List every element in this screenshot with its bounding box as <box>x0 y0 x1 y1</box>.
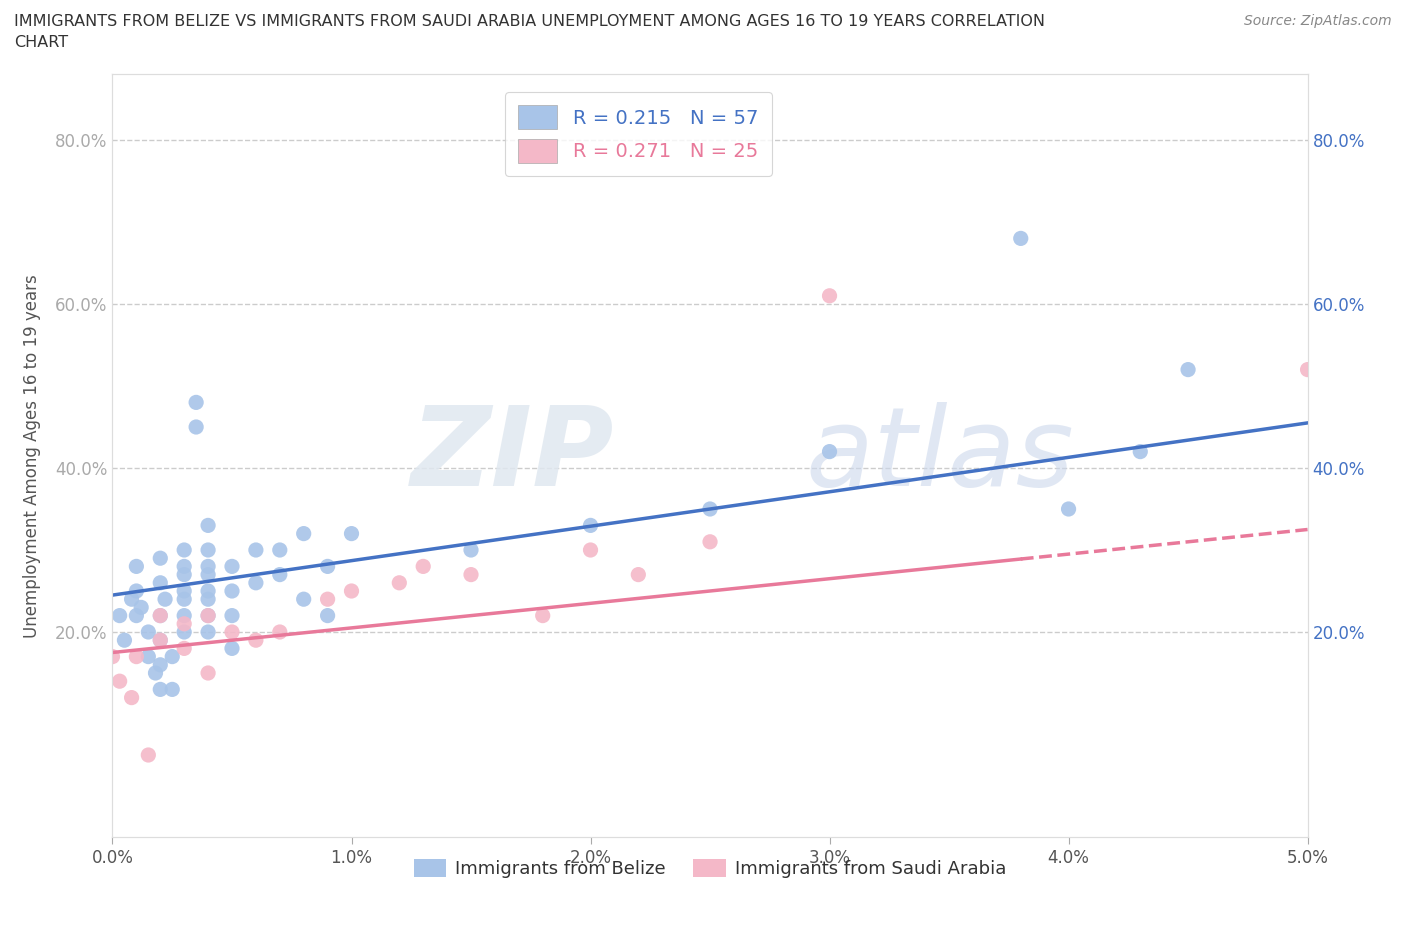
Point <box>316 559 339 574</box>
Point <box>221 559 243 574</box>
Point <box>173 583 195 598</box>
Point <box>221 641 243 656</box>
Point <box>125 583 148 598</box>
Text: Source: ZipAtlas.com: Source: ZipAtlas.com <box>1244 14 1392 28</box>
Text: CHART: CHART <box>14 35 67 50</box>
Point <box>197 567 219 582</box>
Point <box>162 682 183 697</box>
Point <box>125 649 148 664</box>
Point <box>125 608 148 623</box>
Point <box>1296 362 1319 377</box>
Point <box>340 583 363 598</box>
Legend: Immigrants from Belize, Immigrants from Saudi Arabia: Immigrants from Belize, Immigrants from … <box>406 851 1014 885</box>
Point <box>460 567 482 582</box>
Point <box>173 567 195 582</box>
Text: ZIP: ZIP <box>411 402 614 510</box>
Point <box>121 591 143 606</box>
Point <box>388 576 411 591</box>
Point <box>245 542 267 557</box>
Point <box>627 567 650 582</box>
Point <box>197 559 219 574</box>
Point <box>1129 445 1152 459</box>
Point <box>197 666 219 681</box>
Point <box>173 625 195 640</box>
Point <box>316 608 339 623</box>
Point <box>818 445 841 459</box>
Point <box>149 632 172 647</box>
Y-axis label: Unemployment Among Ages 16 to 19 years: Unemployment Among Ages 16 to 19 years <box>24 273 41 638</box>
Point <box>149 608 172 623</box>
Point <box>173 608 195 623</box>
Point <box>197 518 219 533</box>
Point <box>531 608 554 623</box>
Point <box>125 559 148 574</box>
Point <box>292 591 315 606</box>
Point <box>138 625 160 640</box>
Point <box>316 591 339 606</box>
Point <box>197 625 219 640</box>
Point <box>460 542 482 557</box>
Point <box>149 608 172 623</box>
Point <box>162 649 183 664</box>
Point <box>269 625 291 640</box>
Point <box>1057 501 1080 516</box>
Point <box>149 576 172 591</box>
Point <box>173 641 195 656</box>
Point <box>173 559 195 574</box>
Point <box>292 526 315 541</box>
Point <box>245 632 267 647</box>
Point <box>173 591 195 606</box>
Point <box>197 591 219 606</box>
Text: IMMIGRANTS FROM BELIZE VS IMMIGRANTS FROM SAUDI ARABIA UNEMPLOYMENT AMONG AGES 1: IMMIGRANTS FROM BELIZE VS IMMIGRANTS FRO… <box>14 14 1045 29</box>
Point <box>699 535 721 550</box>
Point <box>579 542 602 557</box>
Point <box>186 419 208 434</box>
Point <box>173 617 195 631</box>
Point <box>197 608 219 623</box>
Point <box>197 608 219 623</box>
Point <box>121 690 143 705</box>
Point <box>197 583 219 598</box>
Point <box>149 551 172 565</box>
Point <box>108 608 131 623</box>
Point <box>221 608 243 623</box>
Point <box>145 666 167 681</box>
Point <box>818 288 841 303</box>
Point <box>149 658 172 672</box>
Point <box>173 542 195 557</box>
Point <box>138 748 160 763</box>
Point <box>153 591 176 606</box>
Point <box>138 649 160 664</box>
Point <box>108 673 131 688</box>
Point <box>101 649 124 664</box>
Point <box>412 559 434 574</box>
Point <box>699 501 721 516</box>
Point <box>221 583 243 598</box>
Point <box>269 542 291 557</box>
Point <box>340 526 363 541</box>
Point <box>129 600 152 615</box>
Point <box>186 395 208 410</box>
Point <box>221 625 243 640</box>
Point <box>149 682 172 697</box>
Point <box>579 518 602 533</box>
Point <box>1177 362 1199 377</box>
Point <box>114 632 135 647</box>
Point <box>269 567 291 582</box>
Point <box>197 542 219 557</box>
Text: atlas: atlas <box>806 402 1074 510</box>
Point <box>245 576 267 591</box>
Point <box>149 632 172 647</box>
Point <box>1010 231 1032 246</box>
